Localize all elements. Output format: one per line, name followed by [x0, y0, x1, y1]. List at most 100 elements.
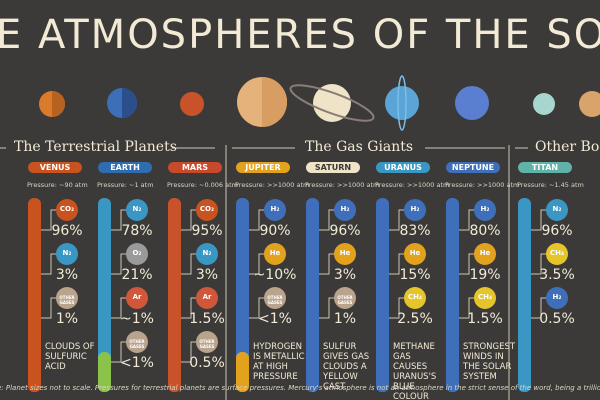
gas-percent: 96%: [51, 223, 83, 239]
gas-percent: ~1%: [120, 311, 154, 327]
gas-symbol: N₂: [552, 205, 562, 213]
connector: [111, 341, 126, 363]
gas-circle: [56, 287, 78, 309]
pressure: Pressure: >>1000 atm: [305, 181, 380, 189]
gas-circle: [126, 331, 148, 353]
gas-symbol: Ar: [202, 293, 212, 301]
connector: [111, 209, 126, 231]
gas-percent: 0.5%: [539, 311, 575, 327]
gas-percent: 90%: [259, 223, 291, 239]
gas-symbol: CH₄: [407, 293, 423, 301]
gas-symbol: CO₂: [59, 205, 75, 213]
gas-percent: 1%: [55, 311, 79, 327]
gas-circle: [126, 243, 148, 265]
gas-circle: [196, 243, 218, 265]
planet: [180, 92, 204, 116]
tube-base: [446, 352, 459, 392]
connector: [319, 209, 334, 231]
note: Methane gas causes Uranus's blue colour: [393, 342, 437, 400]
tube: [236, 198, 249, 392]
gas-symbol: CH₄: [549, 249, 565, 257]
planet-label: MARS: [168, 162, 222, 173]
gas-percent: 21%: [121, 267, 153, 283]
connector: [111, 253, 126, 275]
planet-label: EARTH: [98, 162, 152, 173]
tube-base: [168, 352, 181, 392]
connector: [181, 297, 196, 319]
connector: [389, 297, 404, 319]
connector: [389, 209, 404, 231]
planet-shade: [52, 91, 65, 117]
gas-symbol: H₂: [340, 205, 350, 213]
gas-circle: [334, 199, 356, 221]
planet-shade: [122, 88, 137, 118]
planet-label: JUPITER: [236, 162, 290, 173]
gas-symbol: O₂: [132, 249, 142, 257]
gas-circle: [264, 287, 286, 309]
connector: [319, 253, 334, 275]
section-title: The Gas Giants: [305, 139, 414, 155]
connector: [111, 297, 126, 319]
tube-base: [518, 352, 531, 392]
connector: [319, 297, 334, 319]
connector: [531, 253, 546, 275]
tube: [28, 198, 41, 392]
tube-base: [236, 352, 249, 392]
planet: [385, 86, 419, 120]
gas-symbol: H₂: [552, 293, 562, 301]
connector: [459, 209, 474, 231]
gas-circle: [546, 287, 568, 309]
gas-symbol: N₂: [202, 249, 212, 257]
gas-symbol: OTHER GASES: [199, 339, 215, 349]
connector: [41, 209, 56, 231]
planet: [579, 91, 600, 117]
gas-percent: 1%: [333, 311, 357, 327]
gas-percent: 3%: [55, 267, 79, 283]
pressure: Pressure: ~0.006 atm: [167, 181, 238, 189]
gas-percent: 3.5%: [539, 267, 575, 283]
gas-symbol: He: [409, 249, 421, 257]
tube: [306, 198, 319, 392]
gas-circle: [196, 331, 218, 353]
connector: [249, 297, 264, 319]
gas-symbol: OTHER GASES: [267, 295, 283, 305]
title: E ATMOSPHERES OF THE SOLAR SYST: [0, 12, 600, 58]
tube-base: [98, 352, 111, 392]
gas-symbol: H₂: [410, 205, 420, 213]
tube-base: [306, 352, 319, 392]
gas-percent: 15%: [399, 267, 431, 283]
gas-circle: [546, 199, 568, 221]
pressure: Pressure: ~1.45 atm: [517, 181, 584, 189]
gas-circle: [334, 287, 356, 309]
planet-label: URANUS: [376, 162, 430, 173]
note: Strongest winds in the solar system: [463, 342, 516, 382]
planet-ring: [397, 75, 407, 131]
gas-circle: [56, 243, 78, 265]
gas-symbol: OTHER GASES: [337, 295, 353, 305]
pressure: Pressure: >>1000 atm: [445, 181, 520, 189]
gas-circle: [264, 199, 286, 221]
gas-symbol: OTHER GASES: [129, 339, 145, 349]
note: Hydrogen is metallic at high pressure: [253, 342, 305, 382]
gas-symbol: Ar: [132, 293, 142, 301]
tube: [168, 198, 181, 392]
gas-circle: [196, 287, 218, 309]
planet-shade: [262, 77, 287, 127]
gas-circle: [196, 199, 218, 221]
gas-circle: [474, 287, 496, 309]
gas-symbol: He: [339, 249, 351, 257]
gas-percent: 96%: [329, 223, 361, 239]
gas-percent: ~10%: [253, 267, 297, 283]
gas-circle: [56, 199, 78, 221]
gas-percent: <1%: [258, 311, 292, 327]
gas-circle: [404, 243, 426, 265]
gas-symbol: N₂: [62, 249, 72, 257]
connector: [181, 209, 196, 231]
planet-label: VENUS: [28, 162, 82, 173]
gas-symbol: H₂: [270, 205, 280, 213]
gas-percent: 3%: [195, 267, 219, 283]
gas-symbol: CO₂: [199, 205, 215, 213]
gas-percent: 80%: [469, 223, 501, 239]
